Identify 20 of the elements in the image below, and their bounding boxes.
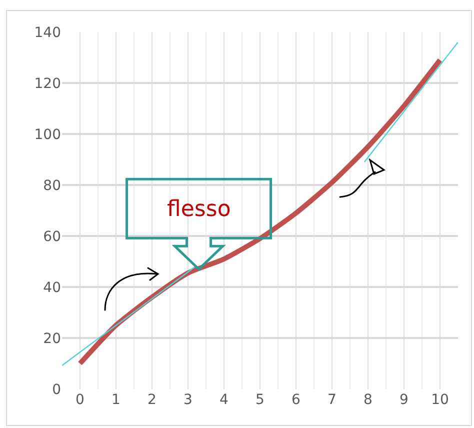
x-tick-label: 5 [256, 392, 264, 408]
x-tick-label: 8 [364, 392, 372, 408]
x-tick-label: 1 [112, 392, 120, 408]
x-tick-label: 3 [184, 392, 192, 408]
annotation: flesso [167, 197, 231, 222]
y-tick-label: 120 [34, 76, 61, 92]
y-tick-label: 80 [43, 178, 61, 194]
x-tick-label: 0 [76, 392, 84, 408]
y-tick-label: 20 [43, 330, 61, 347]
y-tick-label: 140 [34, 24, 61, 41]
x-tick-label: 2 [148, 392, 156, 408]
x-tick-label: 9 [400, 392, 408, 408]
x-tick-label: 4 [220, 392, 229, 408]
x-tick-label: 10 [431, 392, 449, 408]
x-tick-label: 7 [328, 392, 336, 408]
y-tick-label: 60 [43, 228, 61, 245]
y-tick-label: 40 [43, 280, 61, 296]
x-tick-label: 6 [292, 392, 301, 408]
y-tick-label: 100 [34, 126, 61, 143]
y-tick-label: 0 [52, 382, 61, 398]
